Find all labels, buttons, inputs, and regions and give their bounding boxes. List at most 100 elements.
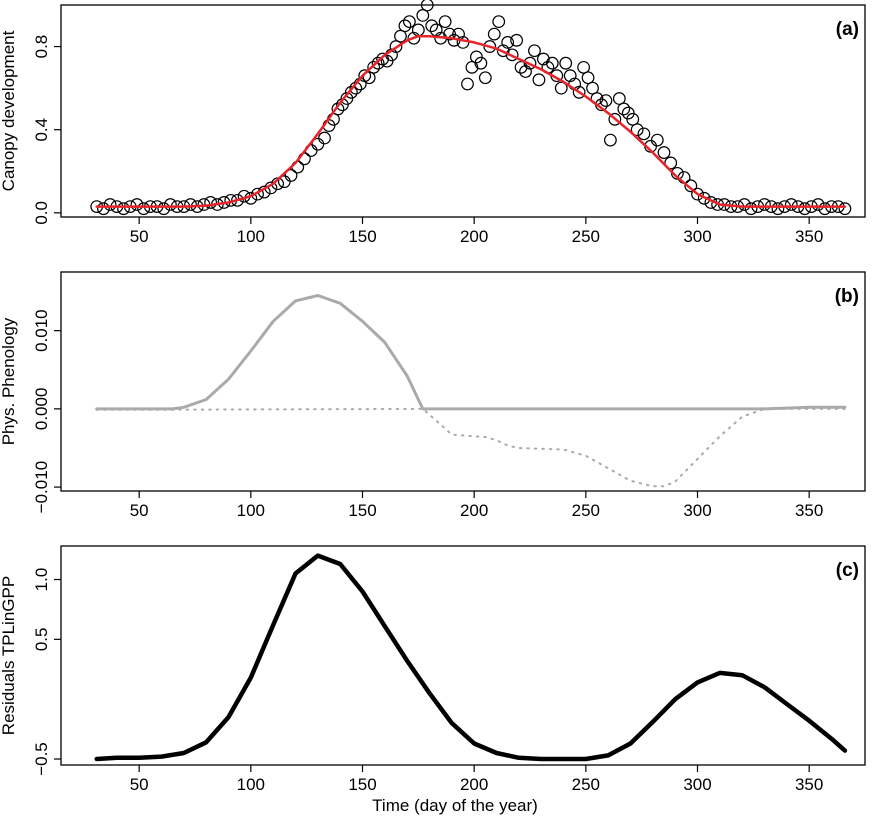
x-axis-label: Time (day of the year) [372, 796, 538, 815]
x-tick-label: 300 [683, 775, 711, 794]
data-point [771, 202, 785, 216]
data-point [818, 202, 832, 216]
data-point [318, 131, 331, 145]
data-point [608, 112, 622, 126]
data-point [784, 198, 798, 211]
x-tick-label: 300 [683, 227, 711, 246]
data-point [474, 56, 488, 70]
data-point [130, 198, 144, 211]
data-point [416, 8, 430, 22]
data-point [528, 44, 541, 58]
data-point [103, 198, 117, 211]
data-point [545, 56, 559, 70]
x-tick-label: 350 [795, 775, 823, 794]
x-tick-label: 150 [348, 775, 376, 794]
data-point [691, 187, 704, 201]
data-point [637, 127, 651, 141]
series-line [95, 407, 846, 488]
data-point [532, 73, 546, 87]
x-tick-label: 200 [460, 501, 488, 520]
data-point [362, 71, 376, 85]
plot-frame [60, 271, 866, 492]
data-point [157, 202, 171, 216]
data-point [461, 77, 474, 91]
data-point [164, 198, 177, 211]
x-tick-label: 350 [795, 501, 823, 520]
x-tick-label: 100 [237, 501, 265, 520]
data-point [394, 29, 407, 43]
data-point [577, 60, 590, 74]
x-tick-label: 50 [130, 227, 149, 246]
panel-label: (b) [835, 286, 859, 307]
panel-c: 50 100 150 200 250 300 350 −0.5 0.5 1.0 Residuals … [0, 545, 866, 794]
data-point [438, 15, 452, 29]
data-point [650, 133, 664, 147]
x-tick-label: 250 [572, 501, 600, 520]
series-line [95, 34, 847, 208]
data-point [559, 56, 573, 70]
data-point [478, 71, 492, 85]
data-point [519, 65, 532, 78]
data-point [697, 191, 711, 205]
x-tick-label: 50 [130, 775, 149, 794]
data-point [344, 85, 358, 99]
data-point [758, 198, 771, 211]
data-point [331, 102, 345, 116]
series-line [95, 294, 847, 411]
data-point [581, 71, 595, 85]
plot-frame [60, 4, 866, 218]
data-point [137, 202, 151, 216]
data-point [563, 69, 577, 83]
data-point [554, 81, 568, 95]
y-tick-label: 0.010 [32, 309, 51, 352]
y-tick-label: 0.8 [32, 35, 51, 59]
data-point [487, 27, 501, 41]
x-tick-label: 50 [130, 501, 149, 520]
x-tick-label: 200 [460, 775, 488, 794]
data-point [617, 102, 631, 116]
data-point [523, 56, 537, 70]
data-point [599, 94, 613, 108]
data-point [398, 19, 412, 33]
data-point [492, 15, 506, 29]
y-tick-label: −0.5 [32, 742, 51, 776]
data-point [505, 48, 519, 62]
data-point [811, 198, 825, 211]
x-tick-label: 250 [572, 775, 600, 794]
data-point [684, 179, 698, 193]
data-point [425, 19, 439, 33]
y-tick-label: −0.010 [32, 461, 51, 513]
panel-label: (c) [836, 560, 859, 581]
data-point [657, 146, 671, 159]
data-point [838, 202, 852, 216]
y-axis-label: Phys. Phenology [0, 317, 18, 445]
plot-frame [60, 545, 866, 766]
data-point [501, 36, 515, 49]
data-point [389, 40, 403, 53]
data-point [251, 187, 264, 201]
y-tick-label: 0.0 [32, 201, 51, 225]
data-point [630, 123, 644, 137]
data-point [586, 81, 599, 95]
y-tick-label: 0.5 [32, 628, 51, 652]
x-tick-label: 100 [237, 775, 265, 794]
y-axis-label: Residuals TPLinGPP [0, 576, 18, 735]
data-point [284, 169, 298, 182]
series-line [94, 553, 848, 762]
data-point [403, 15, 416, 29]
data-point [420, 0, 434, 12]
y-tick-label: 1.0 [32, 568, 51, 592]
data-point [626, 112, 640, 126]
x-tick-label: 150 [348, 227, 376, 246]
data-point [664, 156, 678, 170]
y-tick-label: 0.000 [32, 388, 51, 431]
data-point [97, 202, 110, 216]
panel-label: (a) [836, 19, 859, 40]
data-point [117, 202, 130, 216]
data-point [510, 33, 523, 47]
x-tick-label: 150 [348, 501, 376, 520]
y-axis-label: Canopy development [0, 30, 18, 191]
data-point [407, 31, 421, 45]
data-point [483, 40, 497, 53]
